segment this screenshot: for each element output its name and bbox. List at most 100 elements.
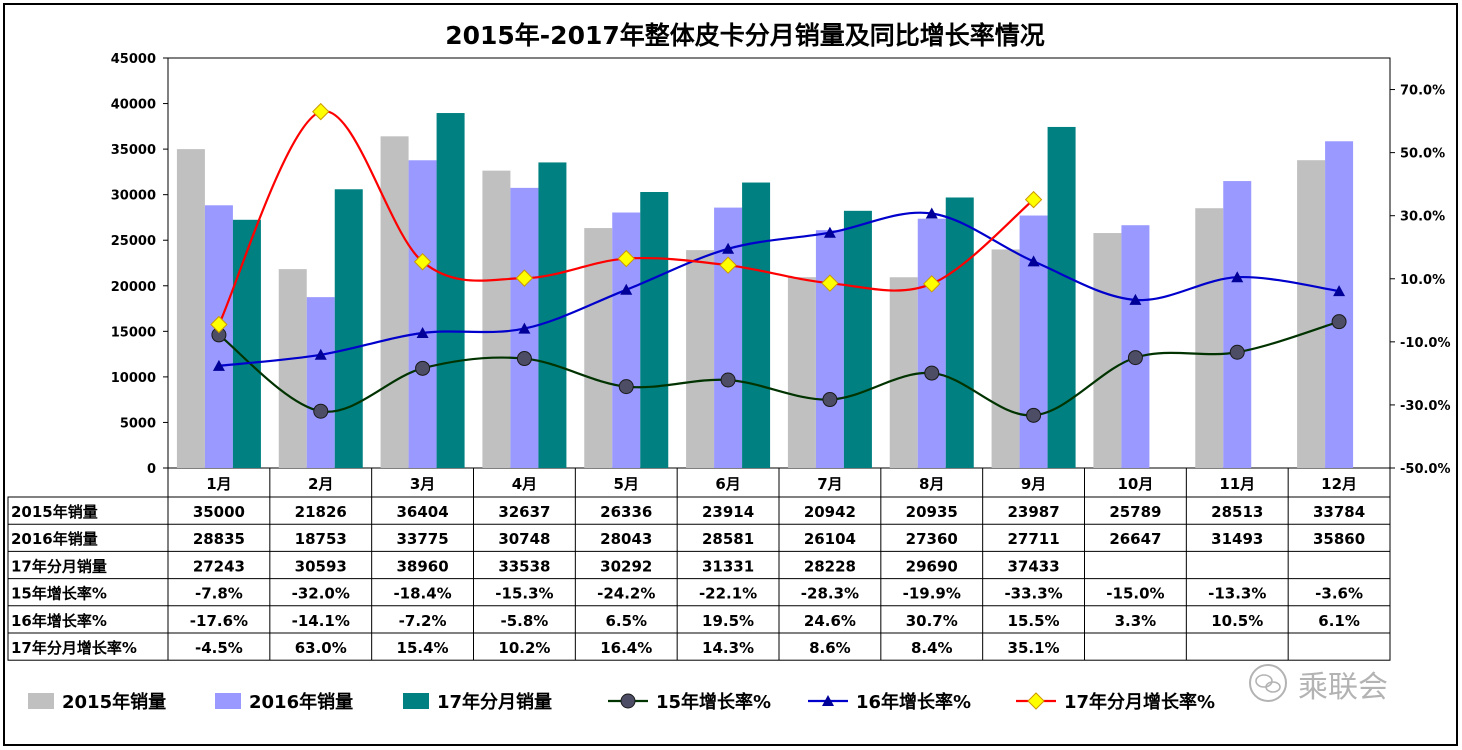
bar-3-1 [232,219,261,468]
table-cell: -17.6% [190,612,248,630]
bar-2-11 [1223,181,1252,468]
watermark-logo: 乘联会 [1249,664,1388,705]
table-cell: 35860 [1313,530,1365,548]
point-3-8 [923,275,941,293]
table-cell: 23987 [1007,503,1059,521]
table-cell: -14.1% [292,612,350,630]
point-3-7 [821,274,839,292]
bar-3-2 [334,189,363,468]
table-cell: 3.3% [1115,612,1157,630]
right-axis-tick-label: -30.0% [1400,399,1451,414]
table-cell: 19.5% [702,612,754,630]
table-cell: 30748 [498,530,550,548]
point-1-8 [924,365,940,381]
table-cell: 10.2% [498,639,550,657]
point-3-6 [719,256,737,274]
bar-3-3 [436,113,465,468]
table-row-label: 2015年销量 [11,503,98,521]
category-label: 10月 [1117,475,1153,493]
line-2 [218,211,1340,367]
bar-1-1 [176,149,205,468]
table-cell: 38960 [396,557,448,575]
table-cell: 29690 [906,557,958,575]
legend-marker-6 [1027,692,1045,710]
left-axis-tick-label: 35000 [111,143,156,158]
bar-3-7 [843,210,872,468]
point-2-11 [1231,271,1244,283]
point-3-3 [413,253,432,271]
table-cell: 63.0% [295,639,347,657]
bar-1-4 [482,170,511,468]
legend-label: 17年分月销量 [437,691,552,713]
table-cell: 30.7% [906,612,958,630]
table-cell: 20935 [906,503,958,521]
table-cell: -32.0% [292,585,350,603]
table-cell: 25789 [1109,503,1161,521]
table-cell: 18753 [295,530,347,548]
table-cell: -24.2% [597,585,655,603]
plot-area [167,57,1391,469]
table-row-label: 17年分月增长率% [11,639,137,657]
right-axis-tick-label: -50.0% [1400,462,1451,477]
table-cell: -28.3% [801,585,859,603]
category-label: 9月 [1021,475,1046,493]
table-cell: 8.4% [911,639,953,657]
bar-1-7 [787,277,816,468]
point-2-8 [925,207,938,219]
table-cell: 35.1% [1008,639,1060,657]
table-cell: -15.3% [495,585,553,603]
table-cell: 30593 [295,557,347,575]
table-cell: -3.6% [1315,585,1363,603]
category-label: 7月 [817,475,842,493]
table-cell: 26104 [804,530,856,548]
table-cell: -18.4% [393,585,451,603]
left-axis-tick-label: 25000 [111,234,156,249]
left-axis-tick-label: 10000 [111,371,156,386]
table-cell: -33.3% [1004,585,1062,603]
point-2-3 [416,327,429,339]
legend-label: 16年增长率% [856,691,971,713]
point-2-10 [1129,293,1142,305]
bar-3-8 [945,197,974,469]
table-cell: -19.9% [903,585,961,603]
table-cell: -4.5% [195,639,243,657]
table-row-label: 17年分月销量 [11,557,107,575]
table-cell: 27711 [1007,530,1059,548]
point-1-3 [415,360,431,376]
left-axis-tick-label: 45000 [111,52,156,67]
table-cell: 33784 [1313,503,1365,521]
category-label: 1月 [206,475,231,493]
table-cell: 33775 [396,530,448,548]
category-label: 12月 [1321,475,1357,493]
right-axis-tick-label: -10.0% [1400,336,1451,351]
right-axis-tick-label: 10.0% [1400,273,1445,288]
table-cell: 35000 [193,503,245,521]
category-label: 3月 [410,475,435,493]
table-cell: 20942 [804,503,856,521]
bar-2-8 [917,218,946,468]
left-axis-tick-label: 0 [147,462,156,477]
bar-1-10 [1093,233,1122,468]
table-cell: -15.0% [1106,585,1164,603]
point-3-5 [617,249,635,268]
point-1-2 [313,403,329,419]
point-2-2 [314,348,327,360]
table-cell: 16.4% [600,639,652,657]
point-2-9 [1027,255,1040,267]
left-axis-tick-label: 30000 [111,189,156,204]
legend-label: 2015年销量 [62,691,166,713]
point-2-1 [212,359,225,371]
table-cell: 24.6% [804,612,856,630]
bar-1-5 [584,228,613,468]
table-cell: 27360 [906,530,958,548]
bar-2-3 [408,160,437,468]
table-cell: 15.4% [397,639,449,657]
point-3-2 [312,102,330,121]
category-label: 2月 [308,475,333,493]
bar-1-3 [380,136,409,469]
category-label: 6月 [715,475,740,493]
table-cell: 31493 [1211,530,1263,548]
chart-title: 2015年-2017年整体皮卡分月销量及同比增长率情况 [445,21,1045,50]
table-cell: 26647 [1109,530,1161,548]
